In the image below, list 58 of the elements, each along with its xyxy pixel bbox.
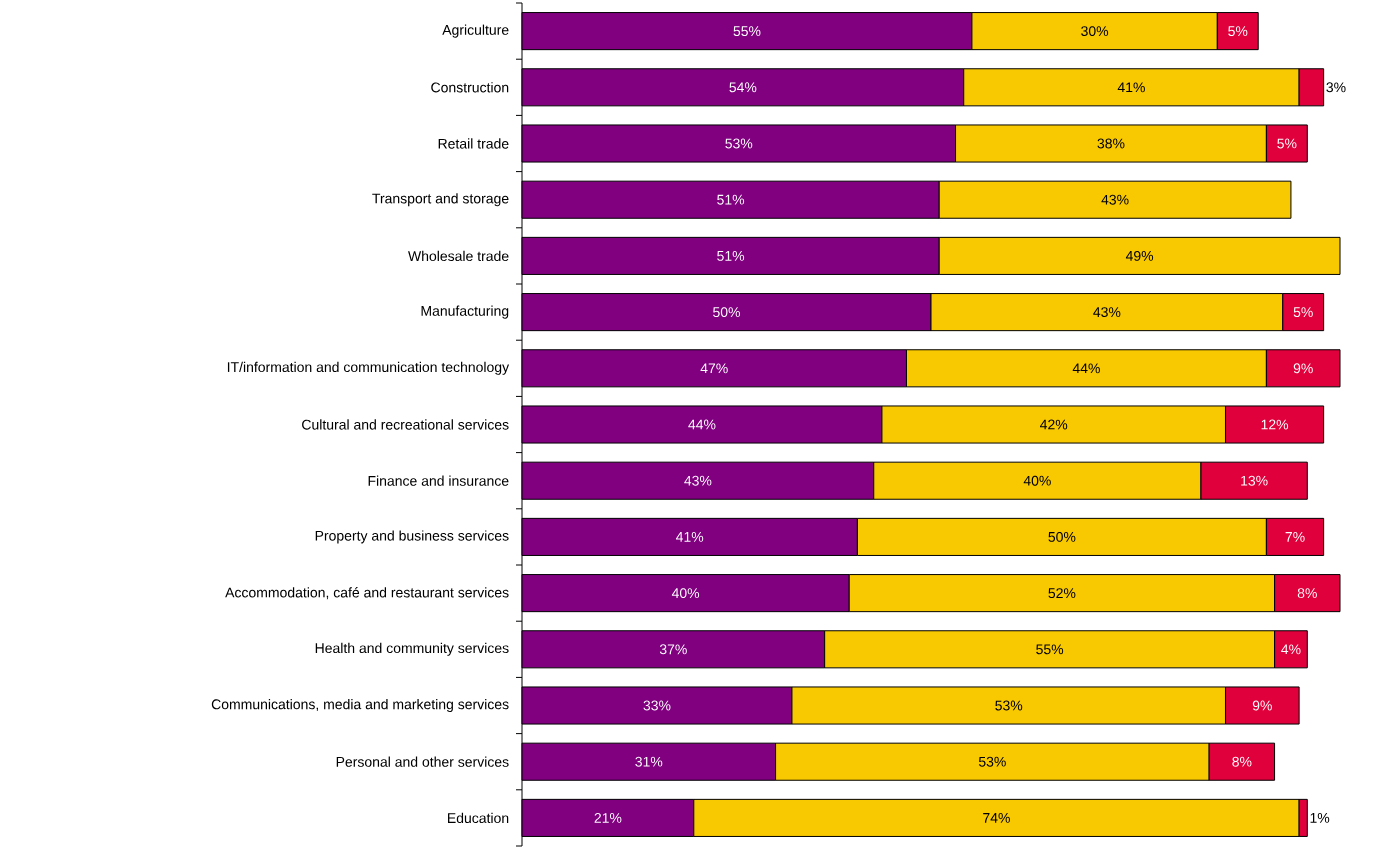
data-label: 53% [978, 756, 1006, 767]
data-label: 43% [684, 475, 712, 486]
data-label: 50% [713, 307, 741, 318]
data-label: 7% [1285, 532, 1305, 542]
y-tick-label: Health and community services [315, 642, 509, 656]
data-label: 8% [1297, 588, 1317, 599]
data-label: 41% [1117, 82, 1145, 93]
data-label: 55% [1036, 644, 1064, 655]
data-label: 49% [1125, 250, 1154, 261]
data-label: 37% [659, 644, 687, 655]
data-label: 9% [1293, 363, 1313, 374]
y-tick-label: Communications, media and marketing services [211, 698, 509, 713]
data-label: 13% [1241, 475, 1268, 486]
data-label: 12% [1261, 419, 1289, 430]
data-label: 3% [1326, 82, 1346, 93]
data-label: 42% [1040, 419, 1068, 430]
data-label: 8% [1232, 756, 1252, 767]
data-label: 43% [1093, 307, 1121, 318]
y-tick-label: Transport and storage [372, 193, 509, 207]
data-label: 47% [700, 363, 728, 374]
data-label: 4% [1281, 644, 1301, 655]
data-label: 38% [1097, 138, 1125, 149]
y-tick-label: Agriculture [442, 24, 509, 38]
data-label: 54% [729, 82, 757, 93]
data-label: 52% [1048, 588, 1076, 599]
data-label: 31% [635, 756, 663, 767]
y-tick-label: Personal and other services [336, 756, 509, 767]
data-label: 40% [1023, 475, 1051, 486]
data-label: 5% [1277, 138, 1297, 149]
y-tick-label: Wholesale trade [408, 250, 509, 262]
y-tick-label: Construction [431, 82, 509, 93]
data-label: 50% [1048, 531, 1076, 542]
data-label: 5% [1228, 26, 1248, 37]
data-label: 41% [676, 532, 704, 542]
data-label: 43% [1101, 194, 1129, 205]
y-tick-label: Accommodation, café and restaurant services [225, 587, 509, 600]
data-label: 51% [717, 250, 745, 261]
data-label: 30% [1081, 26, 1109, 37]
y-tick-label: Finance and insurance [368, 475, 509, 486]
y-tick-label: Education [448, 812, 509, 824]
data-label: 9% [1252, 700, 1272, 711]
y-tick-label: Manufacturing [421, 305, 509, 319]
data-label: 1% [1310, 813, 1330, 823]
data-label: 74% [983, 813, 1010, 823]
data-label: 40% [671, 588, 700, 599]
y-tick-label: Retail trade [438, 138, 509, 149]
data-label: 53% [995, 700, 1023, 711]
data-label: 33% [643, 700, 671, 711]
data-label: 5% [1293, 307, 1313, 318]
data-label: 51% [717, 194, 745, 205]
y-tick-label: Cultural and recreational services [302, 419, 509, 430]
data-label: 21% [594, 812, 622, 823]
y-tick-label: Property and business services [315, 530, 509, 544]
data-label: 44% [688, 419, 716, 430]
data-label: 44% [1072, 363, 1100, 374]
data-label: 55% [733, 26, 761, 37]
data-label: 53% [725, 138, 753, 149]
y-tick-label: IT/information and communication technology [227, 361, 510, 375]
